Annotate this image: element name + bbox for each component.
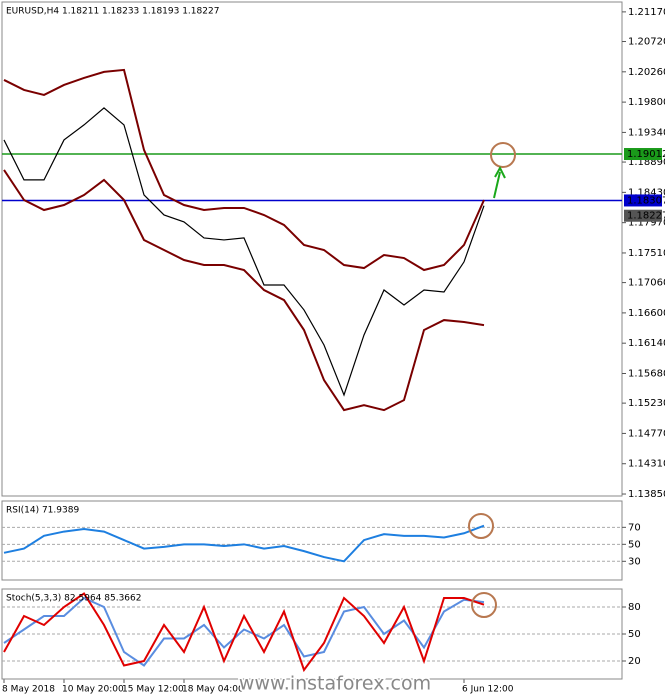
- series-line: [3, 592, 485, 673]
- panel-frame: [1, 1, 623, 497]
- series-line: [3, 524, 485, 563]
- series-line: [3, 596, 485, 667]
- panel-frame: [1, 500, 623, 581]
- y-tick-label: 1.19800: [628, 97, 665, 108]
- y-tick-label: 1.15230: [628, 398, 665, 409]
- x-tick-label: 18 May 04:00: [182, 685, 244, 695]
- price-label: 1.18227: [627, 211, 665, 222]
- y-tick-label: 50: [628, 539, 641, 550]
- level-tag: [624, 148, 662, 161]
- x-tick-label: 6 Jun 12:00: [462, 685, 514, 695]
- x-tick-label: 15 May 12:00: [122, 685, 184, 695]
- y-tick-label: 20: [628, 656, 641, 667]
- arrow: [493, 165, 506, 199]
- panel-title: RSI(14) 71.9389: [6, 506, 79, 516]
- panel-title: Stoch(5,3,3) 82.5964 85.3662: [6, 594, 141, 604]
- watermark: www.instaforex.com: [239, 673, 431, 695]
- y-tick-label: 1.19340: [628, 127, 665, 138]
- y-tick-label: 1.18890: [628, 157, 665, 168]
- y-tick-label: 1.17970: [628, 218, 665, 229]
- level-tag: [624, 194, 662, 207]
- y-tick-label: 1.20720: [628, 37, 665, 48]
- y-tick-label: 1.14310: [628, 459, 665, 470]
- y-tick-label: 1.17510: [628, 248, 665, 259]
- highlight-circle: [471, 592, 497, 618]
- y-tick-label: 1.17060: [628, 278, 665, 289]
- y-tick-label: 50: [628, 629, 641, 640]
- y-tick-label: 1.16600: [628, 308, 665, 319]
- y-tick-label: 1.18430: [628, 187, 665, 198]
- y-tick-label: 1.14770: [628, 428, 665, 439]
- y-tick-label: 1.15680: [628, 368, 665, 379]
- y-tick-label: 70: [628, 522, 641, 533]
- y-tick-label: 1.16140: [628, 338, 665, 349]
- panel-title: EURUSD,H4 1.18211 1.18233 1.18193 1.1822…: [6, 7, 219, 17]
- y-tick-label: 1.21170: [628, 7, 665, 18]
- price-tag: [624, 209, 662, 222]
- highlight-circle: [468, 513, 494, 539]
- y-tick-label: 1.13850: [628, 489, 665, 500]
- level-label: 1.19012: [627, 149, 665, 160]
- x-tick-label: 8 May 2018: [2, 685, 55, 695]
- level-label: 1.18307: [627, 195, 665, 206]
- highlight-circle: [490, 142, 516, 168]
- series-line: [3, 169, 485, 412]
- series-line: [3, 107, 485, 397]
- y-tick-label: 80: [628, 602, 641, 613]
- series-line: [3, 68, 485, 272]
- x-tick-label: 10 May 20:00: [62, 685, 124, 695]
- y-tick-label: 30: [628, 556, 641, 567]
- y-tick-label: 1.20260: [628, 67, 665, 78]
